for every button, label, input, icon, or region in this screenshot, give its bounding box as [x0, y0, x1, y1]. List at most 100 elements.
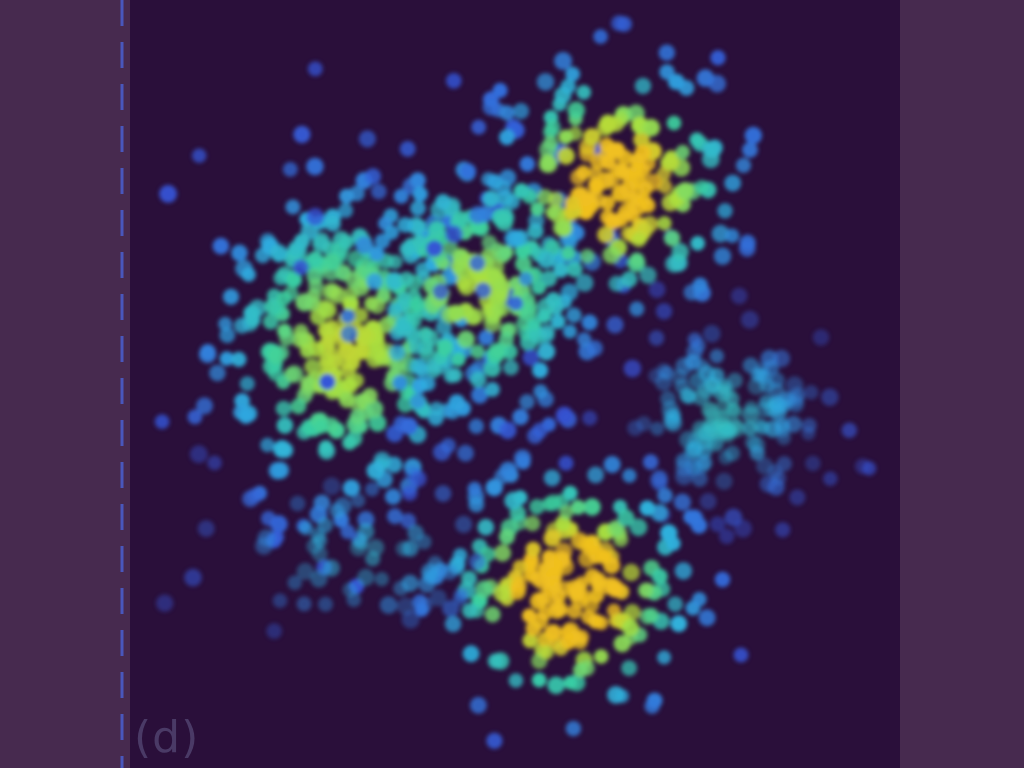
data-point — [513, 449, 532, 467]
data-point — [621, 271, 638, 288]
data-point — [538, 606, 553, 621]
data-point — [451, 352, 466, 367]
data-point — [412, 186, 428, 202]
data-point — [410, 200, 426, 217]
data-point — [154, 414, 170, 430]
data-point — [724, 391, 740, 407]
data-point — [435, 194, 451, 210]
data-point — [575, 274, 594, 292]
data-point — [478, 329, 494, 346]
data-point — [314, 419, 329, 434]
data-point — [365, 400, 384, 418]
data-point — [393, 580, 409, 597]
data-point — [290, 398, 307, 415]
data-point — [495, 213, 514, 232]
data-point — [286, 272, 302, 288]
data-point — [532, 362, 549, 379]
data-point — [436, 339, 454, 357]
data-point — [508, 673, 524, 688]
data-point — [209, 364, 226, 382]
data-point — [713, 247, 732, 265]
data-point — [399, 241, 415, 257]
data-point — [566, 261, 583, 278]
data-point — [624, 604, 641, 621]
data-point — [484, 382, 500, 397]
data-point — [245, 312, 261, 328]
data-point — [189, 445, 208, 464]
data-point — [531, 280, 547, 295]
data-point — [310, 570, 328, 588]
data-point — [711, 224, 730, 243]
data-point — [713, 410, 731, 428]
data-point — [543, 469, 561, 487]
data-point — [385, 271, 404, 290]
data-point — [587, 466, 604, 484]
data-point — [432, 283, 449, 300]
data-point — [400, 417, 418, 436]
data-point — [475, 580, 494, 599]
data-point — [499, 461, 518, 480]
data-point — [519, 394, 535, 410]
data-point — [661, 153, 680, 172]
data-point — [655, 303, 673, 320]
data-point — [156, 594, 174, 612]
data-point — [409, 296, 426, 313]
data-point — [289, 495, 306, 512]
data-point — [578, 550, 596, 568]
data-point — [553, 262, 569, 278]
data-point — [295, 293, 314, 312]
data-point — [590, 577, 606, 592]
data-point — [275, 400, 292, 417]
data-point — [580, 248, 595, 264]
data-point — [429, 589, 447, 607]
data-point — [642, 118, 660, 137]
data-point — [482, 98, 500, 116]
data-point — [499, 129, 515, 146]
data-point — [693, 427, 709, 443]
data-point — [710, 50, 726, 66]
data-point — [234, 393, 250, 409]
data-point — [304, 358, 321, 375]
data-point — [366, 461, 385, 480]
data-point — [616, 16, 632, 32]
data-point — [655, 373, 673, 391]
data-point — [308, 278, 324, 294]
data-point — [462, 603, 478, 619]
data-point — [323, 253, 342, 271]
data-point — [660, 390, 676, 407]
data-point — [347, 250, 365, 268]
data-point — [450, 259, 466, 274]
data-point — [524, 515, 541, 532]
data-point — [643, 607, 660, 624]
data-point — [426, 240, 443, 257]
data-point — [401, 540, 419, 557]
data-point — [667, 596, 683, 612]
data-point — [296, 596, 312, 612]
data-point — [523, 558, 538, 573]
data-point — [522, 349, 540, 366]
data-point — [570, 169, 587, 186]
data-point — [218, 316, 233, 331]
data-point — [518, 272, 533, 286]
data-point — [467, 481, 482, 496]
data-point — [658, 44, 675, 61]
data-point — [340, 524, 356, 539]
data-point — [353, 535, 369, 550]
data-point — [408, 340, 424, 356]
data-point — [600, 154, 617, 170]
data-point — [587, 176, 603, 192]
data-point — [651, 568, 668, 585]
data-point — [633, 131, 650, 149]
data-point — [755, 420, 770, 436]
data-point — [306, 538, 323, 555]
data-point — [560, 283, 579, 301]
data-point — [573, 662, 588, 678]
data-point — [371, 183, 387, 200]
data-point — [547, 676, 565, 695]
data-point — [277, 323, 292, 339]
data-point — [554, 52, 573, 70]
data-point — [543, 135, 559, 151]
data-point — [292, 259, 309, 276]
data-point — [749, 445, 765, 461]
data-point — [364, 168, 382, 185]
